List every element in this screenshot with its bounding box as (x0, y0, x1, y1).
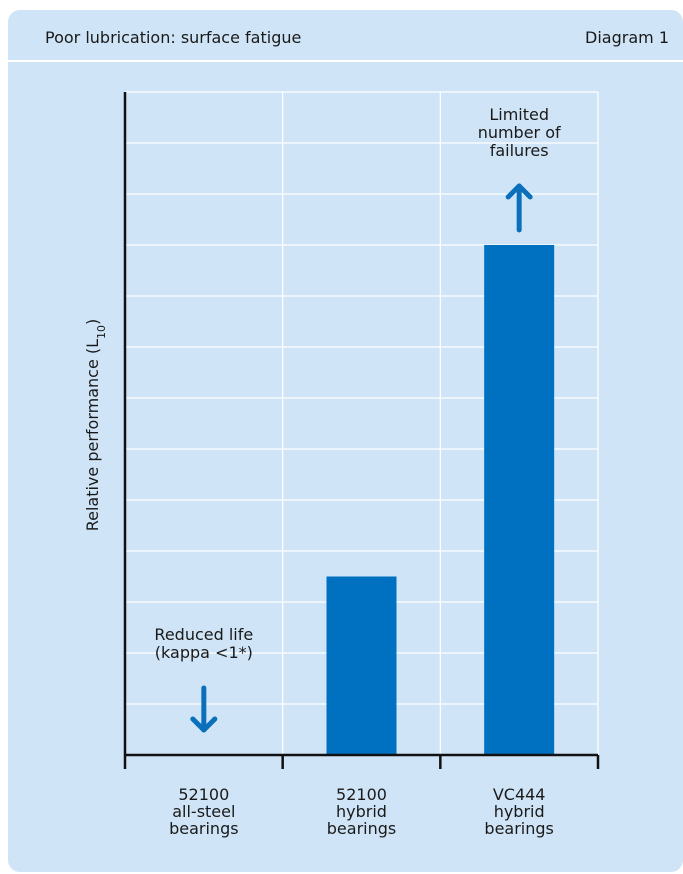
annotation-text: Limited number of failures (478, 105, 561, 160)
bars (326, 245, 555, 755)
arrow-head (190, 716, 218, 733)
x-tick-labels: 52100 all-steel bearings 52100 hybrid bearing… (169, 785, 554, 838)
annotation-1: Limited number of failures (478, 105, 561, 233)
x-tick-label-2: VC444 hybrid bearings (484, 785, 553, 838)
annotation-0: Reduced life (kappa <1*) (154, 625, 253, 733)
axes (123, 92, 600, 769)
x-tick-label-0: 52100 all-steel bearings (169, 785, 238, 838)
bar-2 (484, 245, 555, 755)
bar-1 (326, 576, 397, 755)
chart-header: Poor lubrication: surface fatigue Diagra… (8, 10, 683, 62)
annotation-text: Reduced life (kappa <1*) (154, 625, 253, 662)
x-tick-label-1: 52100 hybrid bearings (327, 785, 396, 838)
arrow-head (505, 183, 533, 200)
annotations: Reduced life (kappa <1*) Limited number of f… (154, 105, 561, 733)
y-axis-label: Relative performance (L10) (83, 319, 108, 532)
chart-title: Poor lubrication: surface fatigue (45, 28, 302, 47)
diagram-number: Diagram 1 (585, 28, 669, 47)
